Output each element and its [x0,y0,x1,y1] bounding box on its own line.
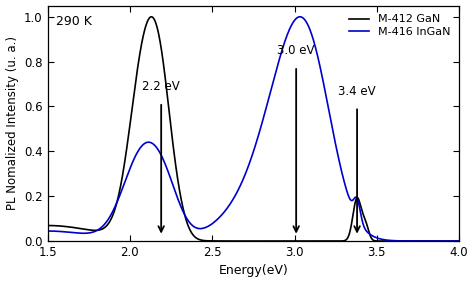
M-416 InGaN [220,211,226,215]
M-416 InGaN [448,239,454,243]
Line: M-412 GaN: M-412 GaN [47,17,459,241]
M-416 InGaN [116,196,122,199]
M-416 InGaN [456,239,462,243]
Y-axis label: PL Nomalized Intensity (u. a.): PL Nomalized Intensity (u. a.) [6,36,18,210]
M-412 GaN [116,192,122,196]
M-412 GaN [45,224,50,227]
M-416 InGaN [202,226,208,229]
M-416 InGaN [91,230,97,233]
Line: M-416 InGaN: M-416 InGaN [47,17,459,241]
Text: 290 K: 290 K [56,14,91,27]
M-412 GaN [448,239,454,243]
M-412 GaN [404,239,410,243]
M-412 GaN [456,239,462,243]
X-axis label: Energy(eV): Energy(eV) [219,264,288,277]
M-412 GaN [91,229,97,232]
M-416 InGaN [297,15,303,18]
M-416 InGaN [404,239,410,243]
M-412 GaN [148,15,154,18]
Text: 2.2 eV: 2.2 eV [142,80,180,93]
M-416 InGaN [45,229,50,233]
Legend: M-412 GaN, M-416 InGaN: M-412 GaN, M-416 InGaN [346,11,454,40]
M-412 GaN [220,239,226,243]
M-412 GaN [203,239,209,243]
Text: 3.0 eV: 3.0 eV [277,44,315,57]
Text: 3.4 eV: 3.4 eV [338,85,376,98]
